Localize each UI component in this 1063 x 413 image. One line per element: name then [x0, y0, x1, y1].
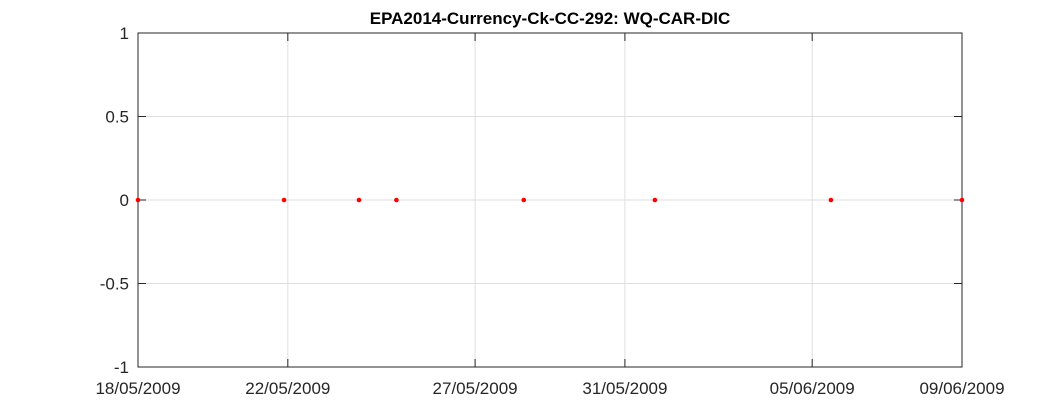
- grid: [137, 32, 963, 368]
- y-tick-label: -0.5: [100, 275, 129, 294]
- x-tick-label: 05/06/2009: [770, 379, 855, 398]
- x-tick-label: 27/05/2009: [433, 379, 518, 398]
- chart-title: EPA2014-Currency-Ck-CC-292: WQ-CAR-DIC: [370, 9, 731, 28]
- x-tick-label: 09/06/2009: [919, 379, 1004, 398]
- data-point: [135, 197, 141, 203]
- data-point: [652, 197, 658, 203]
- data-point: [959, 197, 965, 203]
- y-tick-label: 1: [120, 24, 129, 43]
- data-point: [394, 197, 399, 203]
- data-point: [521, 197, 527, 203]
- data-points: [135, 197, 965, 203]
- x-tick-label: 31/05/2009: [582, 379, 667, 398]
- data-point: [356, 197, 362, 203]
- data-point: [281, 197, 287, 203]
- y-tick-label: -1: [114, 358, 129, 377]
- data-point: [828, 197, 834, 203]
- x-tick-label: 22/05/2009: [245, 379, 330, 398]
- y-tick-label: 0.5: [105, 108, 129, 127]
- y-tick-label: 0: [120, 191, 129, 210]
- ticks: 18/05/2009 22/05/2009 27/05/2009 31/05/2009…: [95, 24, 1004, 398]
- x-tick-label: 18/05/2009: [95, 379, 180, 398]
